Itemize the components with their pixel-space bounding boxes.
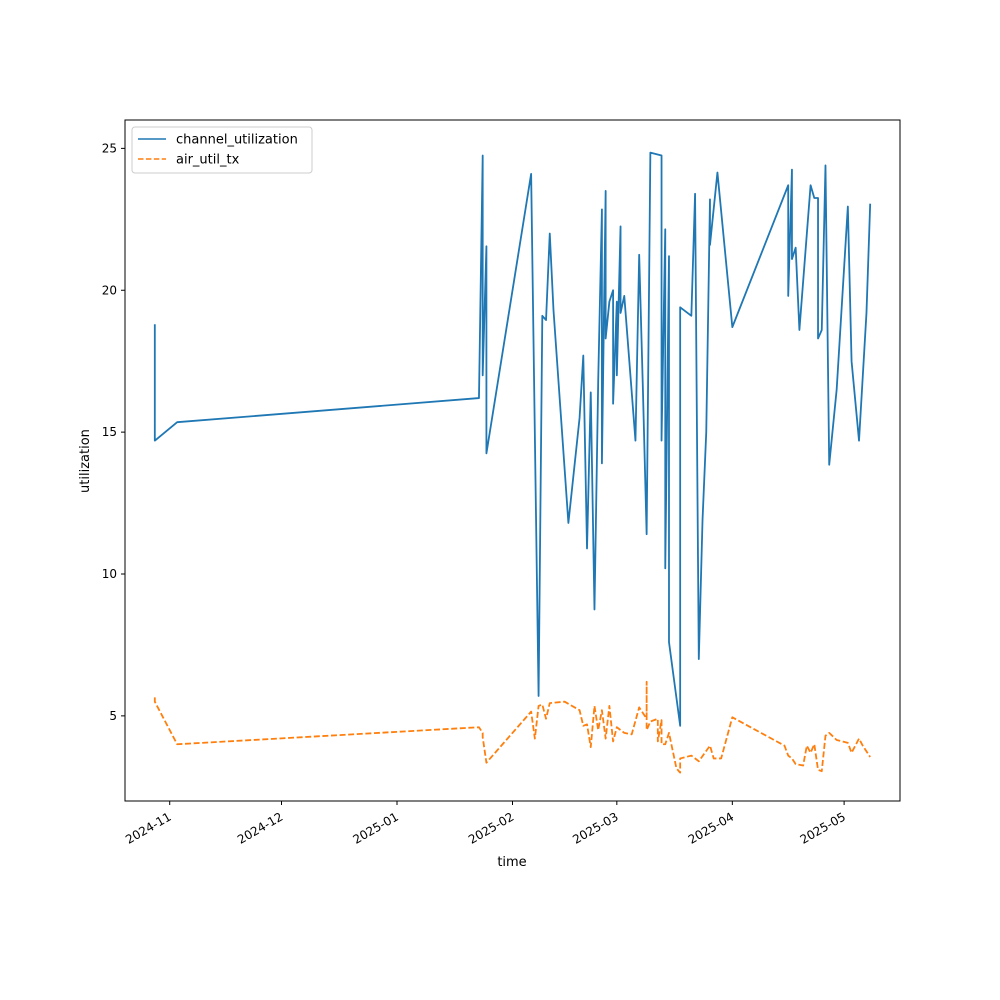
series-line-channel-utilization <box>153 151 872 727</box>
legend: channel_utilization air_util_tx <box>131 126 313 174</box>
y-tick-label: 20 <box>102 283 117 297</box>
plot-lines <box>153 151 872 774</box>
x-axis-label: time <box>497 855 526 870</box>
y-axis-ticks: 5 10 15 20 25 <box>102 141 125 723</box>
y-tick-label: 10 <box>102 567 117 581</box>
legend-label-channel-utilization: channel_utilization <box>176 133 298 148</box>
y-axis-label: utilization <box>78 429 93 493</box>
y-tick-label: 25 <box>102 141 117 155</box>
series-line-air-util-tx <box>153 680 871 774</box>
y-tick-label: 5 <box>109 709 117 723</box>
y-tick-label: 15 <box>102 425 117 439</box>
legend-frame <box>131 126 313 174</box>
legend-label-air-util-tx: air_util_tx <box>176 153 240 168</box>
